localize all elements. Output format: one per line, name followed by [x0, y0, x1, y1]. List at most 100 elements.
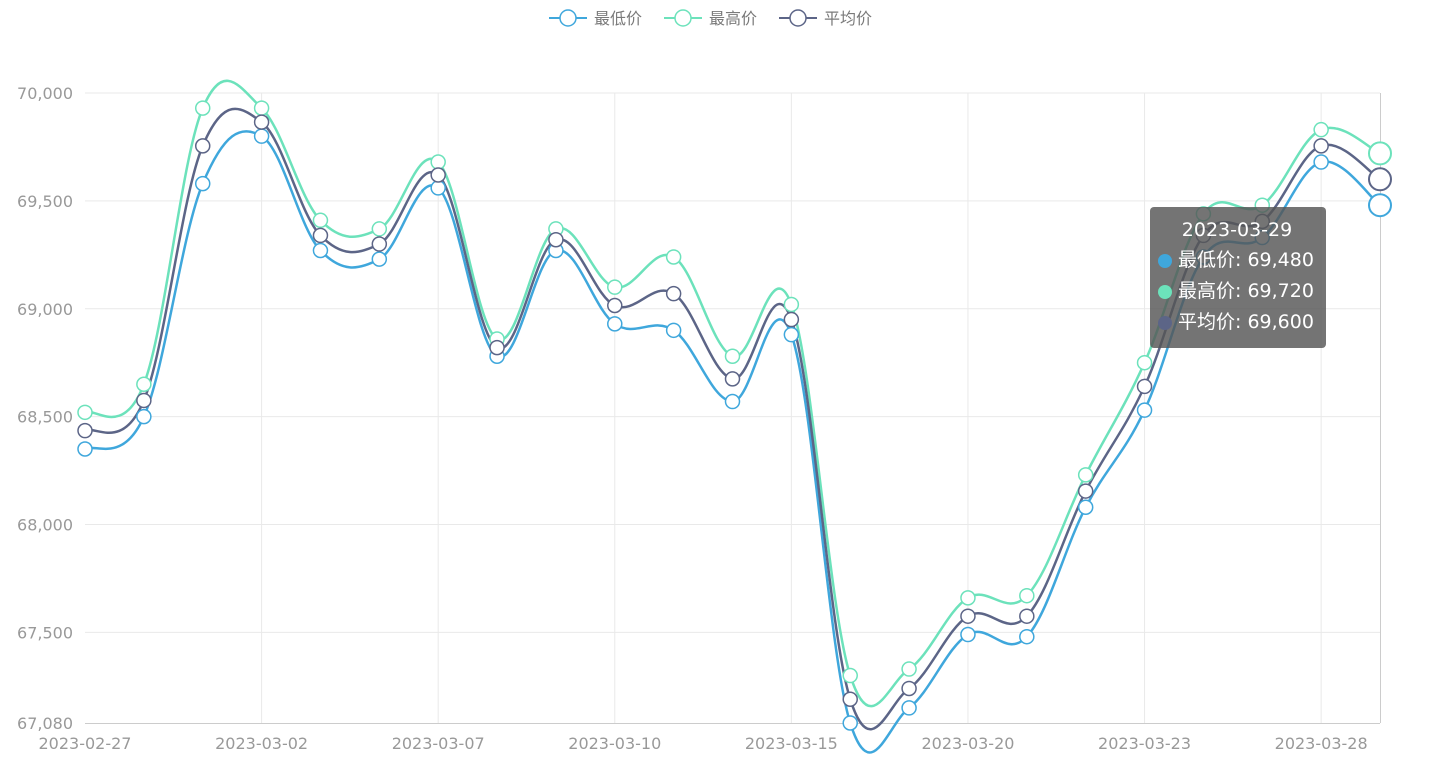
series-points: [77, 100, 1392, 731]
data-point[interactable]: [194, 100, 211, 116]
data-point[interactable]: [371, 236, 388, 252]
x-tick-label: 2023-03-23: [1098, 734, 1191, 753]
data-point[interactable]: [901, 661, 917, 677]
data-point[interactable]: [1077, 483, 1094, 499]
data-point[interactable]: [489, 339, 505, 356]
data-point[interactable]: [194, 138, 211, 154]
legend-label: 最高价: [709, 9, 757, 28]
data-point[interactable]: [665, 322, 682, 339]
data-point[interactable]: [253, 100, 270, 116]
data-point[interactable]: [901, 700, 917, 716]
data-point[interactable]: [1313, 154, 1329, 170]
data-point[interactable]: [1368, 141, 1392, 166]
data-point[interactable]: [430, 154, 446, 170]
data-point[interactable]: [1136, 402, 1153, 418]
data-point[interactable]: [1368, 167, 1392, 192]
data-point[interactable]: [1368, 193, 1392, 218]
x-tick-label: 2023-03-20: [921, 734, 1014, 753]
data-point[interactable]: [1313, 121, 1329, 138]
data-point[interactable]: [136, 392, 152, 409]
data-point[interactable]: [960, 608, 976, 624]
legend-marker-icon: [789, 9, 807, 27]
data-point[interactable]: [1136, 354, 1153, 371]
data-point[interactable]: [1077, 499, 1094, 515]
data-point[interactable]: [430, 167, 446, 183]
y-tick-label: 70,000: [17, 84, 73, 103]
legend-marker-icon: [674, 9, 692, 27]
data-point[interactable]: [194, 175, 211, 192]
legend-label: 最低价: [594, 9, 642, 28]
data-point[interactable]: [724, 393, 741, 410]
data-point[interactable]: [842, 667, 858, 684]
legend: 最低价 最高价 平均价: [549, 9, 872, 28]
data-point[interactable]: [665, 249, 682, 265]
data-point[interactable]: [960, 626, 976, 643]
data-point[interactable]: [783, 311, 800, 328]
data-point[interactable]: [1077, 467, 1094, 483]
y-tick-label: 68,500: [17, 408, 73, 427]
x-tick-label: 2023-03-02: [215, 734, 308, 753]
x-tick-label: 2023-02-27: [39, 734, 132, 753]
y-tick-label: 69,000: [17, 300, 73, 319]
data-point[interactable]: [136, 408, 152, 425]
x-tick-label: 2023-03-07: [392, 734, 485, 753]
data-point[interactable]: [1136, 378, 1153, 395]
data-point[interactable]: [724, 348, 741, 364]
tooltip-max-dot: [1158, 284, 1172, 299]
x-gridlines: [261, 93, 1322, 723]
x-tick-label: 2023-03-10: [568, 734, 661, 753]
data-point[interactable]: [1019, 608, 1035, 624]
x-tick-label: 2023-03-15: [745, 734, 838, 753]
data-point[interactable]: [783, 326, 800, 343]
data-point[interactable]: [136, 376, 152, 393]
y-tick-label: 67,080: [17, 714, 73, 733]
tooltip-title: 2023-03-29: [1181, 219, 1293, 241]
data-point[interactable]: [1019, 628, 1035, 645]
data-point[interactable]: [842, 715, 858, 731]
data-point[interactable]: [842, 691, 858, 708]
legend-marker-icon: [559, 9, 577, 27]
series-line-2: [84, 107, 1381, 731]
tooltip-min-label: 最低价: 69,480: [1178, 249, 1314, 271]
tooltip-row-min: 最低价: 69,480: [1158, 245, 1316, 276]
data-point[interactable]: [371, 251, 388, 267]
data-point[interactable]: [607, 316, 623, 332]
tooltip-avg-label: 平均价: 69,600: [1178, 311, 1314, 333]
data-point[interactable]: [371, 221, 388, 237]
series-line-1: [84, 79, 1381, 708]
data-point[interactable]: [724, 371, 741, 387]
x-tick-labels: 2023-02-27 2023-03-02 2023-03-07 2023-03-10…: [39, 734, 1368, 753]
data-point[interactable]: [312, 212, 329, 229]
legend-label: 平均价: [824, 9, 872, 28]
data-point[interactable]: [77, 422, 93, 439]
y-tick-label: 67,500: [17, 623, 73, 642]
tooltip: 2023-03-29 最低价: 69,480 最高价: 69,720 平均价: …: [1150, 207, 1326, 348]
legend-item[interactable]: 最高价: [664, 9, 757, 28]
y-tick-labels: 67,080 67,500 68,000 68,500 69,000 69,500 70,0…: [17, 84, 73, 733]
data-point[interactable]: [607, 279, 623, 295]
data-point[interactable]: [77, 441, 93, 457]
data-point[interactable]: [312, 242, 329, 259]
data-point[interactable]: [901, 680, 917, 697]
data-point[interactable]: [312, 227, 329, 244]
x-tick-label: 2023-03-28: [1275, 734, 1368, 753]
y-tick-label: 69,500: [17, 192, 73, 211]
data-point[interactable]: [1313, 138, 1329, 154]
data-point[interactable]: [665, 285, 682, 302]
data-point[interactable]: [1019, 587, 1035, 604]
data-point[interactable]: [548, 231, 564, 248]
data-point[interactable]: [430, 180, 446, 196]
data-point[interactable]: [253, 114, 270, 130]
legend-item[interactable]: 平均价: [779, 9, 872, 28]
tooltip-min-dot: [1158, 253, 1172, 268]
legend-item[interactable]: 最低价: [549, 9, 642, 28]
tooltip-max-label: 最高价: 69,720: [1178, 280, 1314, 302]
tooltip-row-avg: 平均价: 69,600: [1158, 307, 1316, 338]
data-point[interactable]: [960, 590, 976, 606]
data-point[interactable]: [607, 297, 623, 314]
data-point[interactable]: [77, 404, 93, 421]
y-gridlines: [85, 92, 1380, 633]
data-point[interactable]: [253, 128, 270, 144]
data-point[interactable]: [783, 296, 800, 313]
